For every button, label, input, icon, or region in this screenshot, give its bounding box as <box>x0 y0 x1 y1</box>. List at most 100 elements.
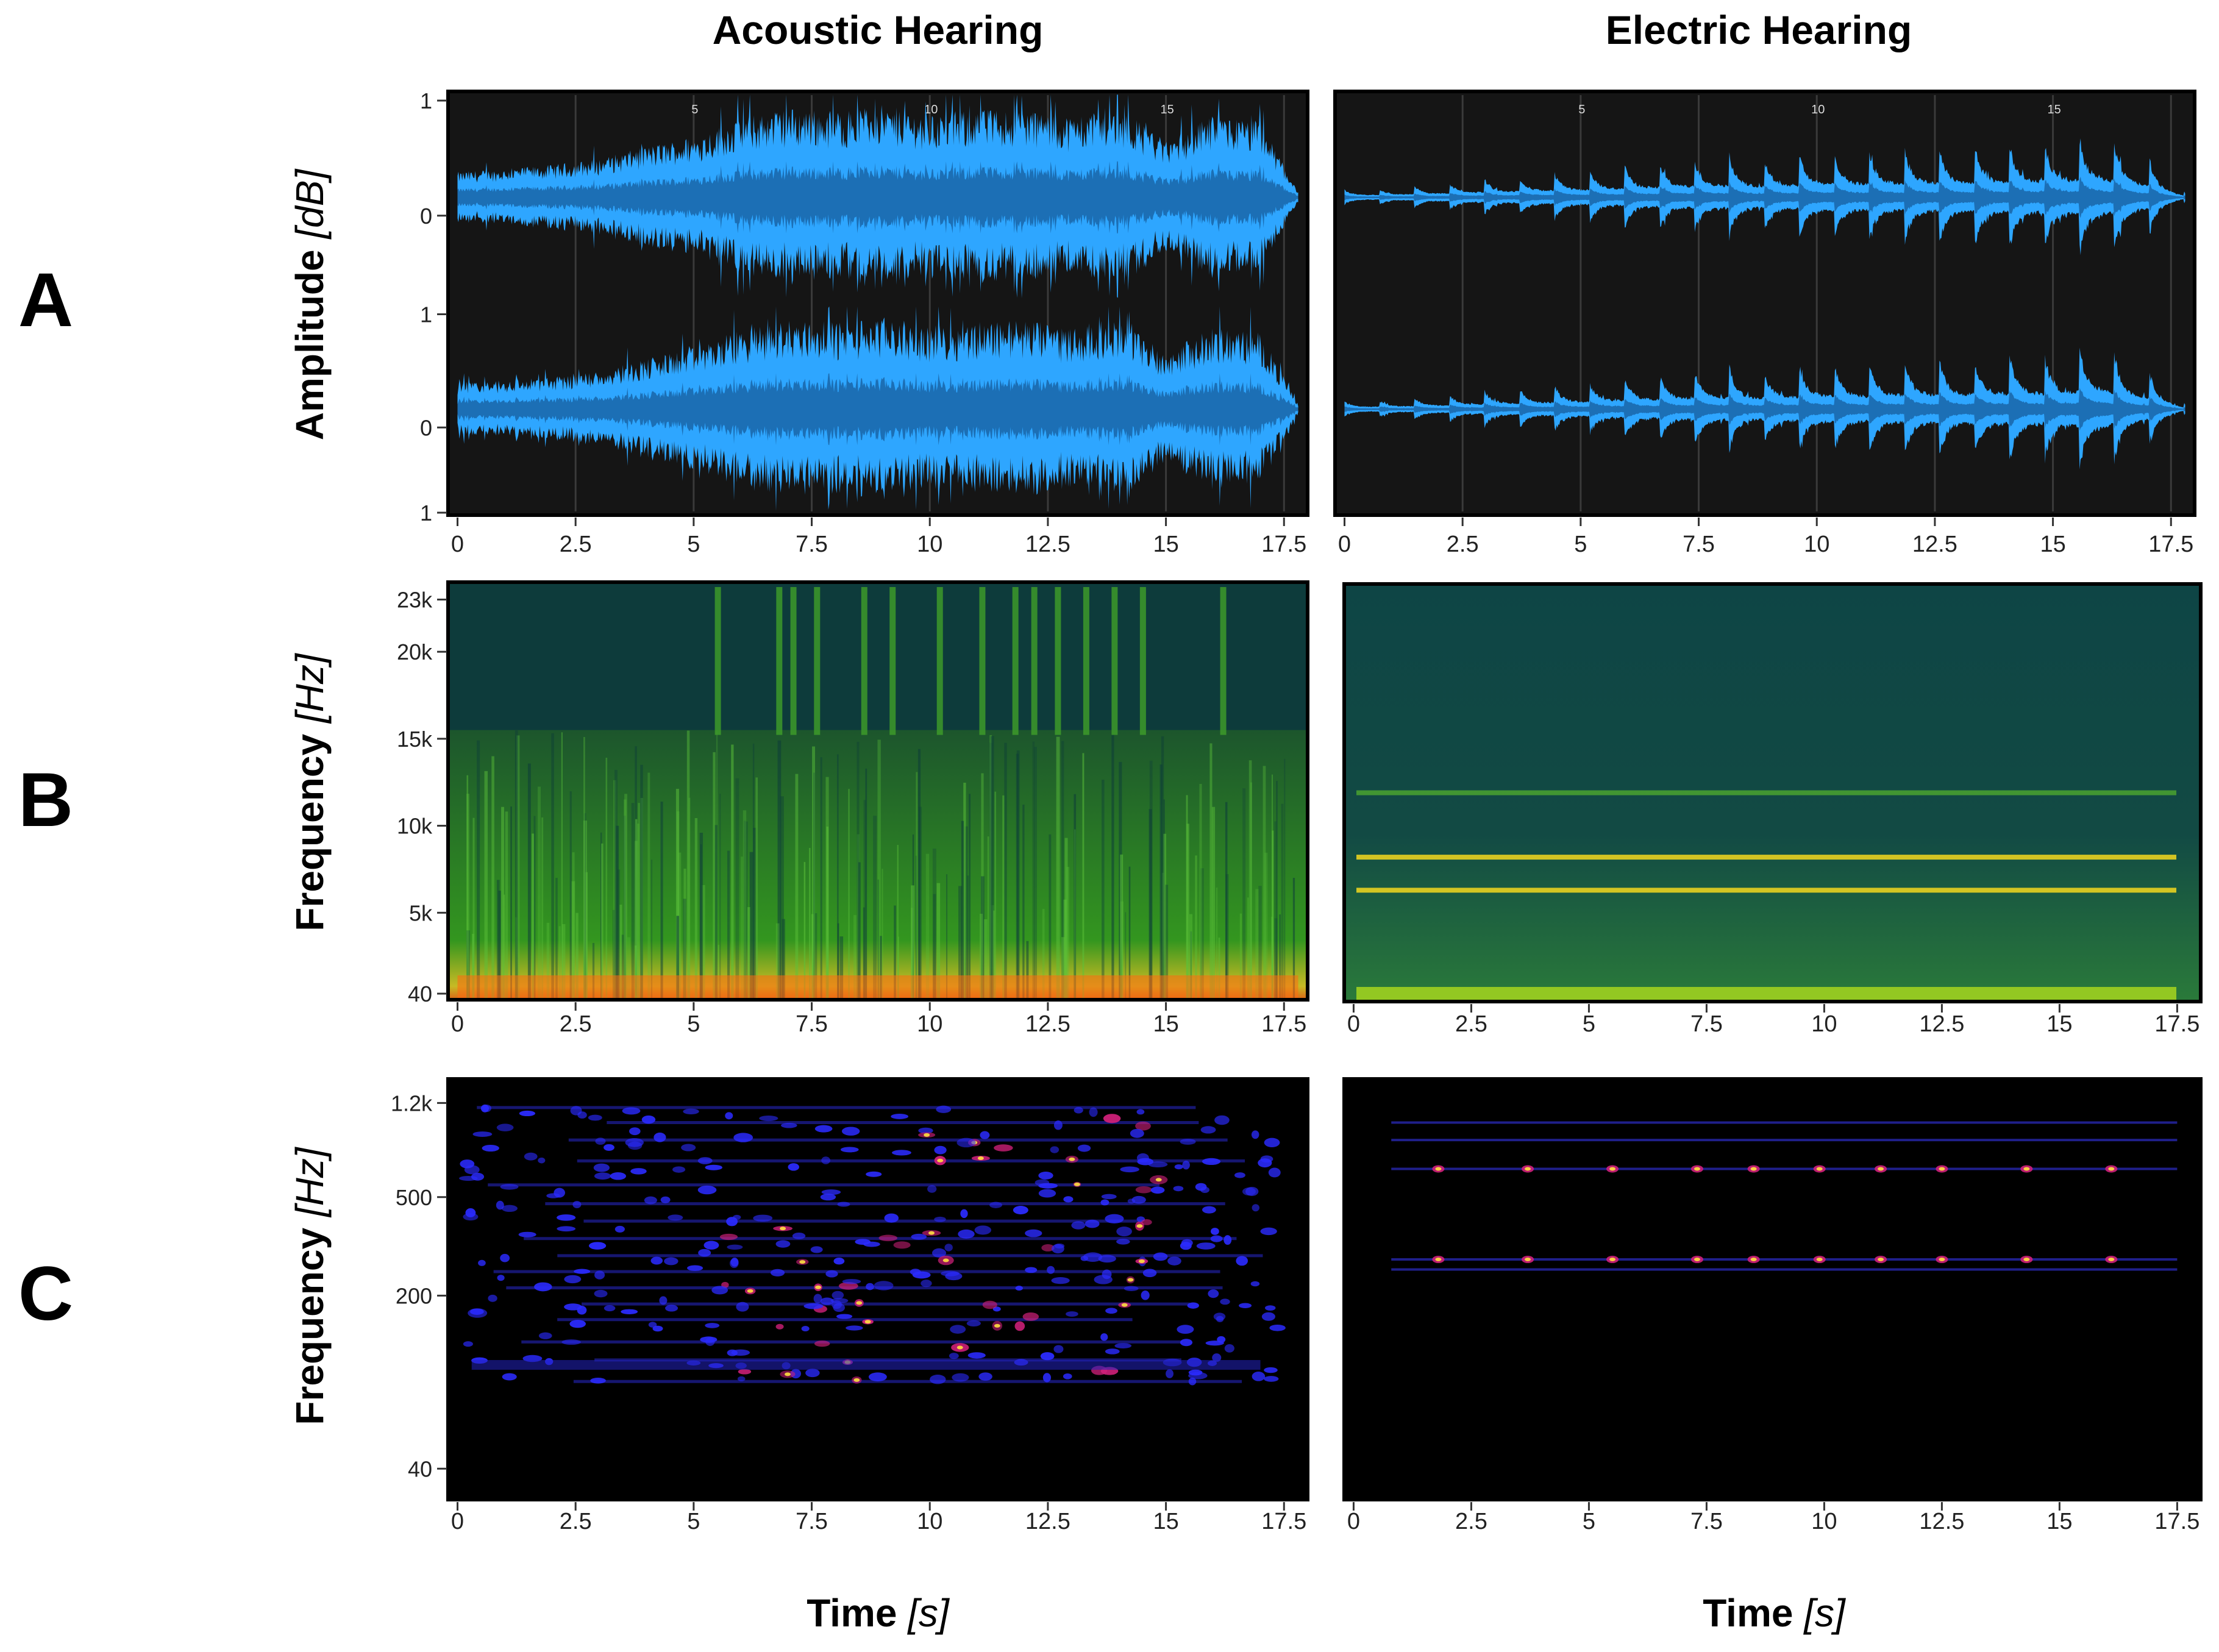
spectrogram-texture <box>640 798 643 1000</box>
note-blob <box>501 1205 518 1212</box>
spectrogram-texture <box>848 789 850 1000</box>
row-label-c: C <box>18 1251 73 1336</box>
spectrogram-texture <box>882 869 883 1000</box>
spectrogram-texture <box>1242 788 1246 1000</box>
onset-peak <box>1609 1258 1616 1262</box>
onset-peak <box>1939 1167 1945 1171</box>
note-blob <box>604 1305 616 1312</box>
spectrogram-texture <box>1272 830 1274 1000</box>
note-blob <box>1053 1345 1064 1353</box>
spectrogram-texture <box>897 936 899 1000</box>
note-blob <box>697 1157 713 1164</box>
spectrogram-texture <box>993 910 995 1000</box>
spectrogram-texture <box>775 923 780 1000</box>
spectrogram-texture <box>575 913 579 1000</box>
spectrogram-texture <box>1034 747 1037 1000</box>
x-tick-label: 10 <box>917 1011 942 1037</box>
note-blob <box>832 1291 844 1300</box>
spectrogram-texture <box>624 799 627 1000</box>
spectrogram-texture <box>894 905 896 1000</box>
note-peak <box>956 1345 963 1350</box>
note-blob <box>833 1258 845 1265</box>
spectrogram-texture <box>813 772 815 1000</box>
spectrogram-texture <box>1082 753 1085 1000</box>
note-blob <box>460 1159 475 1169</box>
onset-peak <box>1435 1258 1442 1262</box>
spectrogram-texture <box>1209 743 1213 1000</box>
note-blob <box>866 1283 874 1291</box>
spectrogram-texture <box>994 791 996 1000</box>
spectrogram-texture <box>635 945 637 1000</box>
spectrogram-texture <box>515 917 518 1000</box>
note-blob <box>588 1242 607 1250</box>
spectrogram-texture <box>743 821 746 1000</box>
transient-streak <box>936 587 943 735</box>
x-tick-label: 17.5 <box>2148 532 2193 557</box>
spectrogram-texture <box>615 825 619 1000</box>
note-peak <box>994 1323 1000 1328</box>
x-tick-label: 0 <box>1347 1011 1360 1037</box>
y-tick-label: 15k <box>397 727 433 752</box>
note-blob <box>468 1308 488 1318</box>
note-blob <box>1135 1186 1152 1194</box>
transient-streak <box>1111 587 1118 735</box>
spectrogram-texture <box>1016 750 1020 1000</box>
note-blob <box>594 1172 611 1180</box>
note-blob <box>781 1122 797 1128</box>
note-blob <box>726 1217 738 1227</box>
onset-peak <box>1435 1167 1442 1171</box>
spectrogram-texture <box>811 914 814 1000</box>
spectrogram-texture <box>865 768 867 1000</box>
note-blob <box>1105 1214 1124 1223</box>
note-blob <box>1085 1219 1100 1228</box>
x-tick-label: 17.5 <box>1261 532 1306 557</box>
spectrogram-texture <box>747 907 750 1000</box>
note-blob <box>1022 1312 1039 1321</box>
note-blob <box>594 1270 605 1280</box>
note-blob <box>941 1270 960 1276</box>
note-blob <box>944 1244 953 1251</box>
spectrogram-texture <box>826 826 829 1000</box>
spectrogram-texture <box>624 794 627 1000</box>
panel-b-acoustic-spectrogram: 40 5k 10k 15k 20k 23k 0 2.5 5 7.5 10 12.5 15 17.5 <box>397 580 1309 1037</box>
spectrogram-texture <box>917 749 921 1000</box>
bass-band <box>471 1360 1261 1370</box>
plot-area <box>1344 1079 2201 1500</box>
spectrogram-texture <box>1274 918 1278 1000</box>
spectrogram-texture <box>1111 734 1114 1000</box>
spectrogram-texture <box>614 769 618 1000</box>
spectrogram-texture <box>964 826 968 1000</box>
x-tick-label: 5 <box>687 1011 700 1037</box>
spectrogram-texture <box>676 916 680 1000</box>
note-blob <box>1250 1281 1260 1287</box>
spectrogram-texture <box>484 771 488 1000</box>
spectrogram-texture <box>990 736 994 1000</box>
transient-streak <box>790 587 797 735</box>
spectrogram-texture <box>561 924 566 1000</box>
spectrogram-texture <box>989 742 992 1000</box>
spectrogram-texture <box>809 848 811 1000</box>
x-tick-label: 17.5 <box>1261 1011 1306 1037</box>
note-blob <box>1131 1195 1146 1204</box>
spectrogram-texture <box>932 848 936 1000</box>
spectrogram-texture <box>981 773 984 1000</box>
spectrogram-texture <box>980 913 983 1000</box>
note-blob <box>840 1147 859 1153</box>
panel-a-electric-waveform: 5 10 15 0 2.5 5 7.5 10 12.5 15 17.5 <box>1333 90 2196 557</box>
note-blob <box>719 1233 738 1241</box>
x-tick-label: 10 <box>1811 1011 1837 1037</box>
transient-streak <box>1083 587 1089 735</box>
spectrogram-texture <box>1056 736 1060 1000</box>
spectrogram-texture <box>1165 885 1169 1000</box>
note-blob <box>927 1185 937 1193</box>
spectrogram-texture <box>1125 912 1127 1000</box>
note-blob <box>1167 1256 1181 1266</box>
x-tick-label: 2.5 <box>1447 532 1479 557</box>
spectrogram-texture <box>991 905 994 1000</box>
panel-border <box>446 580 1309 1002</box>
note-blob <box>1251 1130 1259 1139</box>
note-blob <box>1150 1186 1165 1194</box>
spectrogram-texture <box>1258 886 1262 1000</box>
spectrogram-texture <box>516 735 520 1000</box>
spectrogram-texture <box>753 827 757 1000</box>
